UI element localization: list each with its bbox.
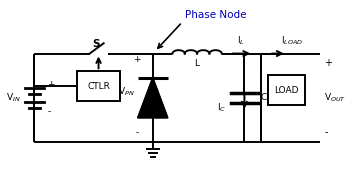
Text: Phase Node: Phase Node xyxy=(185,10,247,20)
Text: CTLR: CTLR xyxy=(87,82,110,91)
Text: -: - xyxy=(324,127,328,137)
Text: L: L xyxy=(195,59,200,68)
Bar xyxy=(77,71,120,101)
Polygon shape xyxy=(138,78,168,118)
Text: I$_{LOAD}$: I$_{LOAD}$ xyxy=(281,34,303,47)
Text: +: + xyxy=(47,80,55,89)
Text: -: - xyxy=(47,107,50,116)
Text: I$_L$: I$_L$ xyxy=(238,34,245,47)
Text: V$_{OUT}$: V$_{OUT}$ xyxy=(324,92,346,104)
Text: I$_C$: I$_C$ xyxy=(217,102,227,114)
Text: +: + xyxy=(133,55,141,64)
Text: C: C xyxy=(260,93,266,102)
Text: LOAD: LOAD xyxy=(274,85,299,95)
Text: V$_{PN}$: V$_{PN}$ xyxy=(118,86,135,98)
Bar xyxy=(268,75,306,105)
Text: -: - xyxy=(135,128,139,137)
Text: S: S xyxy=(92,39,100,49)
Text: V$_{IN}$: V$_{IN}$ xyxy=(6,92,21,104)
Text: +: + xyxy=(324,59,332,68)
